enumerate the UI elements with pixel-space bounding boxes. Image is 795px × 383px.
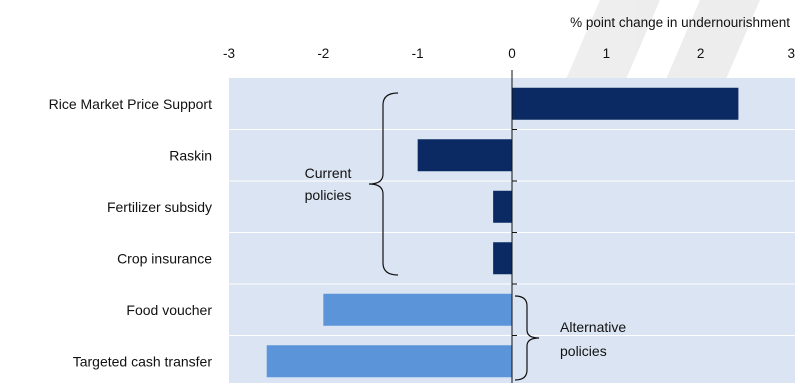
x-tick-label: 1: [603, 46, 611, 61]
x-tick-label: -1: [412, 46, 424, 61]
bracket-label: Current: [305, 165, 352, 181]
category-label: Targeted cash transfer: [73, 353, 213, 369]
bar: [266, 345, 512, 378]
x-axis-title: % point change in undernourishment: [570, 15, 790, 30]
bracket-alternative-policies: [514, 295, 540, 381]
bar: [493, 242, 512, 275]
x-tick-label: 2: [697, 46, 705, 61]
bracket-label: Alternative: [560, 319, 626, 335]
bar: [323, 293, 512, 326]
bracket-current-policies: [368, 92, 399, 276]
category-label: Crop insurance: [117, 250, 212, 266]
x-tick-label: 3: [787, 46, 795, 61]
bracket-label: policies: [305, 187, 352, 203]
category-label: Food voucher: [126, 302, 212, 318]
bracket-label: policies: [560, 343, 607, 359]
bar: [417, 139, 512, 172]
bar: [512, 87, 739, 120]
x-tick-label: -3: [223, 46, 235, 61]
bar: [493, 190, 512, 223]
category-label: Raskin: [169, 147, 212, 163]
category-label: Rice Market Price Support: [49, 96, 213, 112]
category-label: Fertilizer subsidy: [107, 199, 212, 215]
x-tick-label: 0: [508, 46, 516, 61]
x-tick-label: -2: [317, 46, 329, 61]
